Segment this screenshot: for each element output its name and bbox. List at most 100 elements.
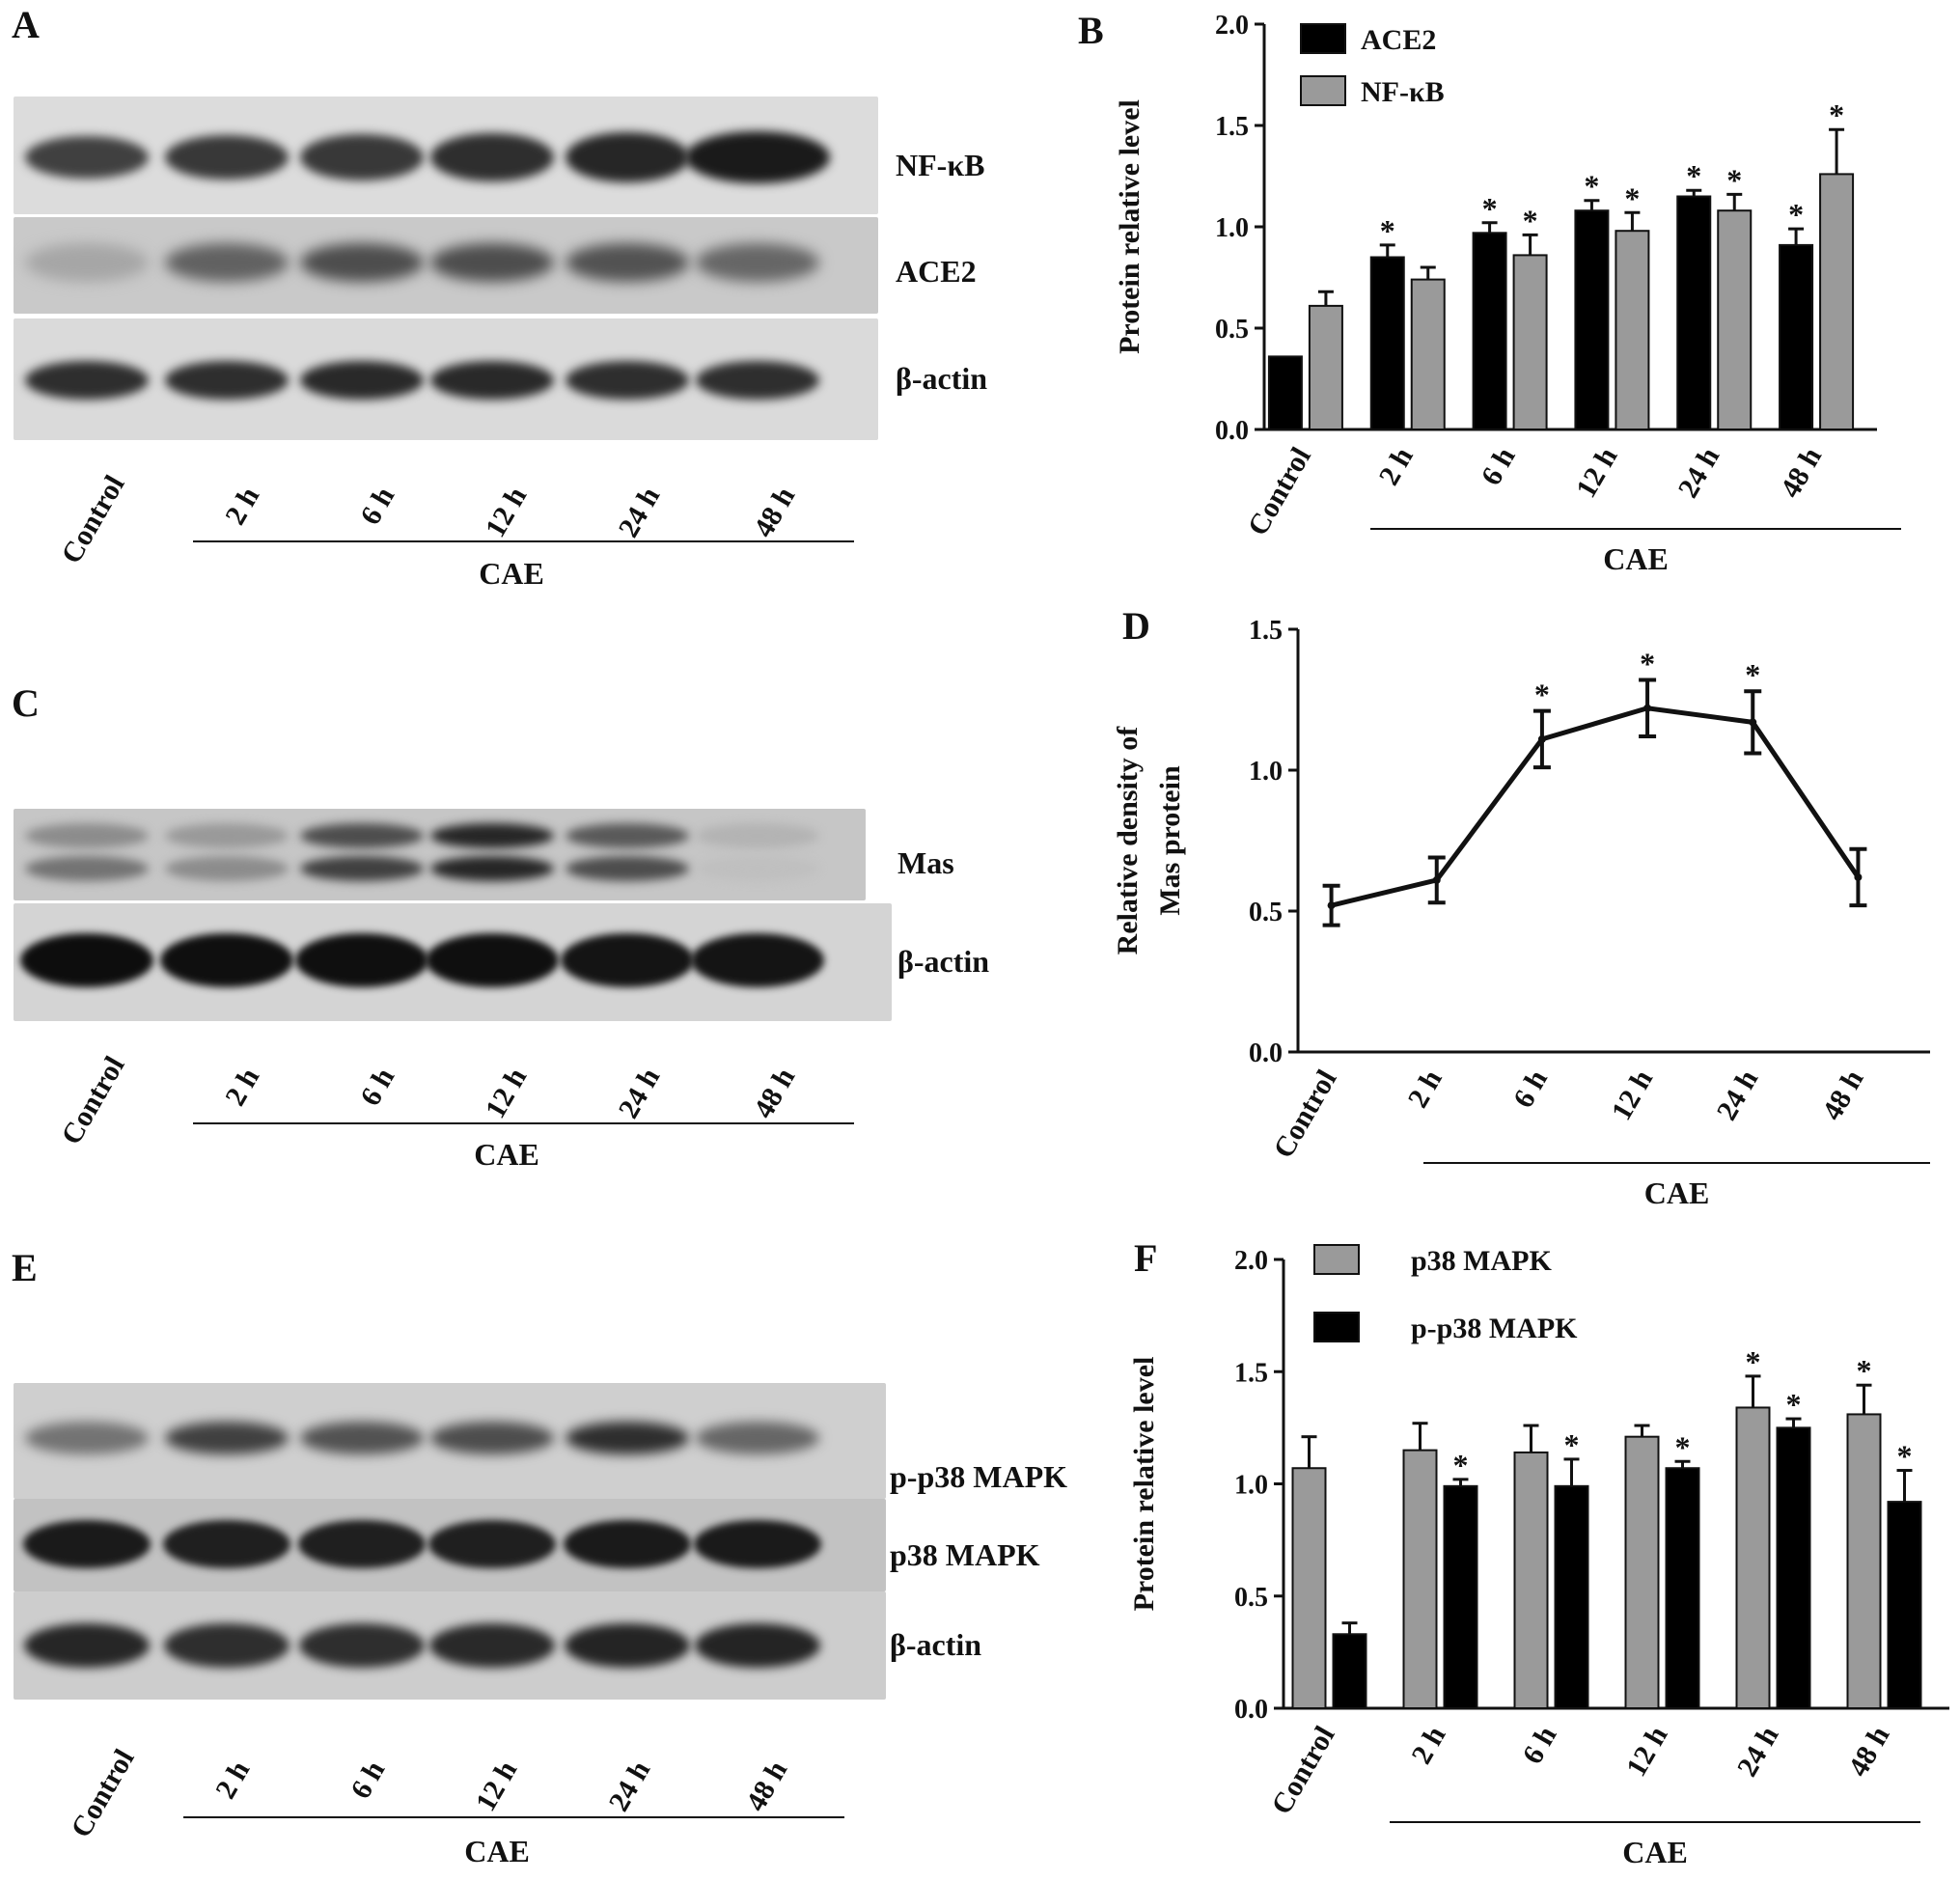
y-axis-label: Protein relative level bbox=[1128, 1357, 1160, 1612]
legend-label: NF-κB bbox=[1361, 76, 1445, 108]
blot-band bbox=[696, 856, 819, 881]
cae-group-label: CAE bbox=[1603, 541, 1669, 576]
lane-label: 2 h bbox=[208, 1756, 257, 1805]
y-tick-label: 1.5 bbox=[1249, 616, 1283, 646]
x-tick-label: 2 h bbox=[1373, 442, 1420, 491]
blot-band bbox=[696, 361, 819, 400]
y-tick-label: 1.0 bbox=[1234, 1471, 1268, 1501]
legend-label: ACE2 bbox=[1361, 24, 1436, 56]
blot-band bbox=[426, 933, 559, 987]
bar bbox=[1332, 1633, 1367, 1710]
blot-band bbox=[685, 131, 830, 183]
blot-band bbox=[691, 933, 824, 987]
blot-band bbox=[429, 1623, 555, 1668]
y-axis-label: Protein relative level bbox=[1114, 99, 1146, 354]
bar bbox=[1267, 355, 1303, 430]
blot-band bbox=[561, 933, 694, 987]
data-point bbox=[1537, 734, 1546, 743]
blot-band bbox=[300, 823, 424, 848]
blot-band bbox=[295, 933, 428, 987]
significance-marker: * bbox=[1523, 203, 1538, 237]
bar bbox=[1779, 243, 1814, 430]
blot-band bbox=[165, 1422, 289, 1454]
y-tick-label: 2.0 bbox=[1234, 1246, 1268, 1276]
blot-band bbox=[566, 243, 689, 282]
significance-marker: * bbox=[1857, 1353, 1872, 1388]
bar bbox=[1443, 1484, 1478, 1709]
blot-band bbox=[165, 243, 289, 282]
lane-label: 2 h bbox=[218, 1063, 266, 1112]
significance-marker: * bbox=[1726, 162, 1742, 197]
panel-letter-e: E bbox=[12, 1246, 38, 1289]
cae-label-e: CAE bbox=[464, 1834, 530, 1868]
bar bbox=[1308, 304, 1343, 430]
blot-band bbox=[165, 361, 289, 400]
data-point bbox=[1854, 872, 1863, 881]
blot-band bbox=[696, 823, 819, 848]
cae-line-e bbox=[183, 1816, 844, 1818]
legend-label: p-p38 MAPK bbox=[1411, 1313, 1578, 1344]
x-tick-label: 12 h bbox=[1570, 442, 1624, 504]
lane-label: 2 h bbox=[218, 482, 266, 531]
blot-label-actin-a: β-actin bbox=[896, 361, 988, 396]
y-tick-label: 1.5 bbox=[1234, 1358, 1268, 1388]
y-tick-label: 0.0 bbox=[1215, 416, 1249, 446]
blot-band bbox=[564, 1520, 691, 1568]
x-tick-label: 12 h bbox=[1620, 1721, 1674, 1783]
significance-marker: * bbox=[1786, 1387, 1802, 1422]
blot-band bbox=[566, 361, 689, 400]
x-tick-label: Control bbox=[1267, 1065, 1342, 1164]
significance-marker: * bbox=[1453, 1448, 1469, 1482]
blot-label-pp38: p-p38 MAPK bbox=[890, 1459, 1067, 1494]
cae-group-label: CAE bbox=[1644, 1176, 1710, 1210]
x-tick-label: 48 h bbox=[1816, 1065, 1870, 1126]
blot-band bbox=[430, 1422, 554, 1454]
blot-band bbox=[430, 243, 554, 282]
lane-label: 6 h bbox=[353, 482, 401, 531]
bar bbox=[1846, 1413, 1882, 1710]
data-point bbox=[1643, 704, 1652, 712]
blot-band bbox=[165, 856, 289, 881]
significance-marker: * bbox=[1746, 1344, 1761, 1379]
blot-label-mas: Mas bbox=[897, 845, 954, 880]
lane-label: 12 h bbox=[469, 1756, 524, 1817]
cae-group-label: CAE bbox=[1622, 1835, 1688, 1869]
significance-marker: * bbox=[1564, 1427, 1580, 1462]
y-tick-label: 1.0 bbox=[1215, 213, 1249, 243]
x-tick-label: 48 h bbox=[1774, 442, 1828, 504]
blot-band bbox=[300, 856, 424, 881]
blot-band bbox=[300, 361, 424, 400]
significance-marker: * bbox=[1640, 647, 1655, 681]
x-tick-label: 48 h bbox=[1842, 1721, 1896, 1783]
cae-label-a: CAE bbox=[479, 556, 544, 591]
lane-label: Control bbox=[54, 1051, 131, 1150]
blot-band bbox=[566, 856, 689, 881]
significance-marker: * bbox=[1788, 197, 1804, 232]
bar bbox=[1819, 173, 1855, 430]
blot-band bbox=[164, 1623, 290, 1668]
blot-label-actin-c: β-actin bbox=[897, 944, 990, 979]
y-tick-label: 0.5 bbox=[1234, 1583, 1268, 1613]
blot-label-p38: p38 MAPK bbox=[890, 1537, 1040, 1572]
bar bbox=[1776, 1426, 1811, 1709]
panel-letter-c: C bbox=[12, 681, 40, 725]
bar bbox=[1717, 209, 1753, 430]
significance-marker: * bbox=[1482, 191, 1498, 226]
blot-band bbox=[566, 823, 689, 848]
blot-band bbox=[565, 1623, 690, 1668]
blot-band bbox=[298, 1520, 426, 1568]
blot-band bbox=[300, 243, 424, 282]
x-tick-label: 12 h bbox=[1605, 1065, 1659, 1126]
significance-marker: * bbox=[1380, 213, 1395, 248]
bar bbox=[1887, 1501, 1922, 1709]
blot-band bbox=[20, 933, 153, 987]
panel-letter-d: D bbox=[1122, 604, 1150, 648]
significance-marker: * bbox=[1686, 158, 1701, 193]
blot-band bbox=[25, 361, 149, 400]
blot-band bbox=[300, 134, 424, 180]
blot-strip-mas bbox=[14, 809, 866, 900]
blot-label-nfkb: NF-κB bbox=[896, 148, 985, 182]
bar bbox=[1615, 230, 1650, 430]
blot-band bbox=[696, 243, 819, 282]
y-tick-label: 1.0 bbox=[1249, 757, 1283, 787]
